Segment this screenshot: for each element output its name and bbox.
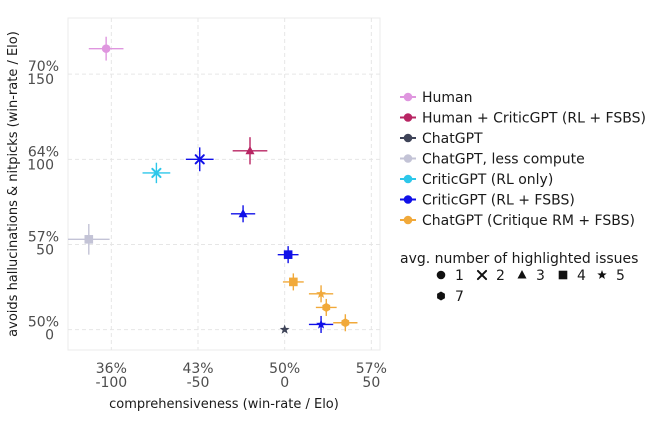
point-s6-p3 [341,318,350,328]
point-s6-p2 [322,302,331,312]
legend-label-0: Human [422,90,473,106]
point-s2-p0 [279,324,290,334]
marker-legend-label-5: 7 [455,289,464,305]
legend-label-3: ChatGPT, less compute [422,152,585,168]
marker-legend-label-2: 3 [536,268,545,284]
legend-marker-4 [403,174,413,184]
marker-legend-triangle [517,270,527,279]
plot-background [67,17,381,351]
legend-label-5: CriticGPT (RL + FSBS) [422,193,575,209]
point-s6-p1 [316,288,326,298]
marker-legend-label-4: 5 [616,268,625,284]
y-tick-pct-2: 64% [28,144,59,160]
x-tick-pct-1: 43% [182,361,213,377]
y-tick-pct-1: 57% [28,229,59,245]
point-s5-p1 [238,208,248,218]
legend-marker-6 [403,215,413,225]
marker-legend-label-1: 2 [496,268,505,284]
x-tick-elo-0: -100 [95,375,127,391]
x-tick-pct-0: 36% [96,361,127,377]
x-tick-labels: 36%-100 43%-50 50%0 57%50 [95,361,386,391]
point-s6-p0 [289,277,298,287]
marker-legend-x [476,269,488,281]
marker-legend-circle [436,270,446,280]
marker-legend: 1 2 3 4 5 7 [436,268,625,305]
x-tick-elo-3: 50 [362,375,380,391]
x-tick-pct-3: 57% [356,361,387,377]
marker-legend-title: avg. number of highlighted issues [400,251,638,267]
legend-label-6: ChatGPT (Critique RM + FSBS) [422,213,635,229]
legend-marker-1 [403,113,413,122]
marker-legend-label-3: 4 [577,268,586,284]
point-s0-p0 [101,44,111,53]
marker-legend-square [558,270,568,280]
y-tick-elo-2: 100 [27,157,54,173]
point-s3-p0 [84,235,94,244]
series-legend: Human Human + CriticGPT (RL + FSBS) ChatGP… [400,90,646,229]
x-tick-pct-2: 50% [269,361,300,377]
point-s1-p0 [245,145,255,155]
x-axis-title: comprehensiveness (win-rate / Elo) [109,397,339,412]
y-tick-elo-1: 50 [36,242,54,258]
x-tick-elo-2: 0 [280,375,289,391]
data-points [84,44,350,334]
grid-lines [68,18,380,350]
y-tick-pct-0: 50% [28,315,59,331]
legend-label-2: ChatGPT [422,131,483,147]
legend-marker-3 [403,154,413,163]
legend-marker-5 [403,195,413,204]
y-tick-elo-0: 0 [45,328,54,344]
y-tick-pct-3: 70% [28,59,59,75]
marker-legend-label-0: 1 [455,268,464,284]
point-s4-p0 [151,167,162,179]
legend-marker-2 [403,133,413,143]
point-s5-p2 [283,250,293,259]
legend-marker-0 [403,92,413,102]
point-s5-p0 [194,154,205,165]
marker-legend-hexagon [437,291,445,301]
y-axis-title: avoids hallucinations & nitpicks (win-ra… [6,31,21,337]
marker-legend-star [597,270,607,279]
y-tick-labels: 50%0 57%50 64%100 70%150 [27,59,59,343]
legend-label-1: Human + CriticGPT (RL + FSBS) [422,111,646,127]
legend-label-4: CriticGPT (RL only) [422,172,553,188]
y-tick-elo-3: 150 [27,72,54,88]
point-s5-p3 [316,319,326,329]
x-tick-elo-1: -50 [187,375,210,391]
